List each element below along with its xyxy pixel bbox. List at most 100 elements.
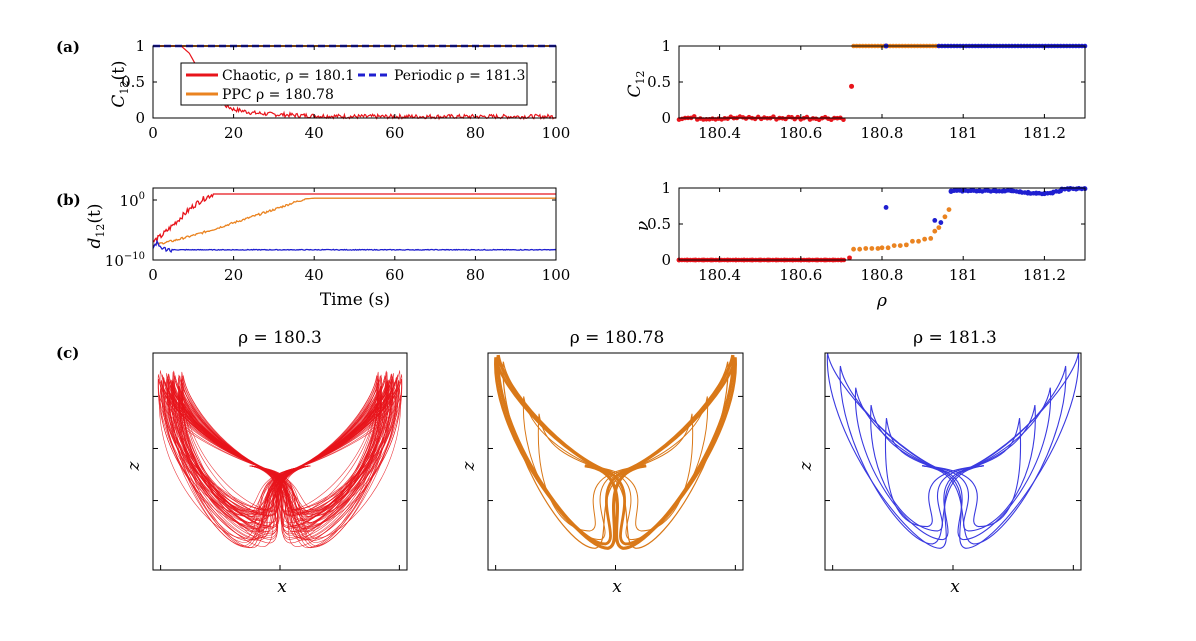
attractor-trajectory bbox=[157, 370, 403, 549]
chart-title: ρ = 181.3 bbox=[913, 328, 997, 348]
point-ppc bbox=[903, 242, 909, 248]
x-tick-label: 60 bbox=[385, 124, 404, 142]
x-tick-label: 20 bbox=[224, 124, 243, 142]
x-tick-label: 80 bbox=[466, 124, 485, 142]
y-tick-label: 1 bbox=[661, 37, 671, 55]
point-ppc bbox=[936, 225, 942, 231]
point-ppc bbox=[946, 207, 952, 213]
trajectory-strand bbox=[584, 413, 694, 532]
attractor-trajectory bbox=[826, 353, 1080, 549]
chart-attractor-chaotic: ρ = 180.3 z x bbox=[124, 328, 408, 597]
y-tick-label: 0 bbox=[661, 109, 671, 127]
x-tick-label: 181.2 bbox=[1023, 266, 1066, 284]
x-tick-label: 20 bbox=[224, 266, 243, 284]
x-tick-label: 181 bbox=[949, 124, 978, 142]
x-tick-label: 40 bbox=[305, 124, 324, 142]
trajectory-strand bbox=[182, 389, 311, 514]
point-ppc bbox=[897, 243, 903, 249]
point-ppc bbox=[910, 238, 915, 244]
trajectory-strand bbox=[249, 388, 400, 518]
chart-title: ρ = 180.78 bbox=[570, 328, 665, 348]
trajectory-strand bbox=[249, 395, 396, 513]
panel-label-c: (c) bbox=[56, 344, 79, 362]
y-tick-label: 0.5 bbox=[647, 215, 671, 233]
trajectory-strand bbox=[855, 387, 984, 541]
point-ppc bbox=[863, 246, 869, 251]
trajectory-strand bbox=[181, 375, 311, 517]
panel-label-b: (b) bbox=[56, 191, 81, 209]
trajectory-strand bbox=[496, 354, 647, 550]
y-tick-label: 0.5 bbox=[647, 73, 671, 91]
x-tick-label: 100 bbox=[542, 124, 571, 142]
x-tick-label: 180.6 bbox=[779, 266, 822, 284]
x-tick-label: 0 bbox=[148, 124, 158, 142]
y-axis-label: z bbox=[459, 460, 479, 471]
trajectory-strand bbox=[537, 413, 647, 532]
axes-frame bbox=[152, 187, 557, 261]
y-tick-label: 1 bbox=[661, 179, 671, 197]
trajectory-strand bbox=[163, 389, 311, 510]
point-periodic bbox=[932, 218, 938, 223]
trajectory-strand bbox=[922, 418, 1021, 528]
trajectory-strand bbox=[179, 386, 311, 511]
y-axis-label: ν bbox=[633, 221, 653, 231]
point-ppc bbox=[869, 246, 875, 251]
chart-nu-rho: 180.4 180.6 180.8 181 181.2 0 0.5 1 ν ρ bbox=[633, 179, 1088, 311]
x-tick-label: 181 bbox=[949, 266, 978, 284]
y-tick-label: 0 bbox=[661, 251, 671, 269]
x-tick-label: 180.8 bbox=[861, 124, 904, 142]
trajectory-strand bbox=[885, 418, 984, 528]
trajectory-strand bbox=[249, 389, 397, 510]
trajectory-strand bbox=[249, 380, 399, 541]
trajectory-strand bbox=[166, 376, 311, 524]
trajectory-strand bbox=[249, 370, 387, 511]
trajectory-strand bbox=[164, 395, 311, 513]
chart-attractor-ppc: ρ = 180.78 z x bbox=[459, 328, 744, 597]
trajectory-strand bbox=[584, 354, 735, 550]
x-tick-label: 0 bbox=[148, 266, 158, 284]
trajectory-strand bbox=[249, 389, 378, 514]
x-tick-label: 80 bbox=[466, 266, 485, 284]
legend-label-periodic: Periodic ρ = 181.3 bbox=[394, 68, 525, 84]
legend-label-chaotic: Chaotic, ρ = 180.1 bbox=[222, 68, 354, 84]
point-ppc bbox=[932, 228, 938, 234]
point-periodic bbox=[938, 220, 944, 225]
chart-c12-time: 0 20 40 60 80 100 0 0.5 1 C12(t) Chaotic, ρ = 18… bbox=[109, 37, 570, 142]
point-ppc bbox=[851, 246, 856, 252]
point-chaotic bbox=[849, 83, 855, 89]
trajectory-strand bbox=[160, 388, 311, 518]
x-axis-label: x bbox=[277, 577, 287, 597]
x-axis-label: x bbox=[950, 577, 960, 597]
point-ppc bbox=[857, 246, 863, 252]
y-axis-label: d12(t) bbox=[85, 204, 107, 249]
x-axis-label: Time (s) bbox=[320, 290, 390, 310]
y-tick-label: 0.5 bbox=[121, 73, 145, 91]
trajectory-strand bbox=[870, 404, 984, 532]
y-tick-label: 10−10 bbox=[105, 251, 145, 270]
trajectory-strand bbox=[169, 383, 311, 540]
trajectory-strand bbox=[181, 378, 311, 524]
point-ppc bbox=[879, 245, 885, 251]
x-tick-label: 180.4 bbox=[698, 266, 741, 284]
attractor-trajectory bbox=[494, 354, 737, 550]
y-tick-label: 1 bbox=[135, 37, 145, 55]
series-periodic bbox=[152, 239, 557, 253]
x-axis-label: ρ bbox=[876, 291, 887, 311]
trajectory-strand bbox=[922, 404, 1036, 532]
point-chaotic bbox=[847, 255, 852, 261]
x-tick-label: 100 bbox=[542, 266, 571, 284]
x-tick-label: 40 bbox=[305, 266, 324, 284]
trajectory-strand bbox=[159, 395, 311, 539]
axes-frame bbox=[678, 45, 1086, 119]
x-tick-label: 60 bbox=[385, 266, 404, 284]
point-ppc bbox=[942, 214, 948, 220]
panel-label-a: (a) bbox=[56, 38, 80, 56]
chart-c12-rho: 180.4 180.6 180.8 181 181.2 0 0.5 1 C12 bbox=[625, 37, 1088, 142]
y-axis-label: z bbox=[124, 460, 144, 471]
chart-title: ρ = 180.3 bbox=[238, 328, 322, 348]
y-axis-label: C12 bbox=[625, 70, 647, 97]
point-ppc bbox=[928, 236, 934, 241]
x-tick-label: 180.8 bbox=[861, 266, 904, 284]
axes-frame bbox=[824, 352, 1082, 571]
